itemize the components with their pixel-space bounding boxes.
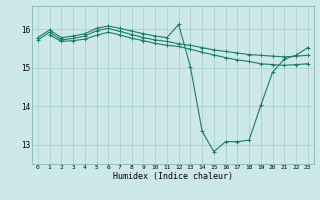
X-axis label: Humidex (Indice chaleur): Humidex (Indice chaleur): [113, 172, 233, 181]
